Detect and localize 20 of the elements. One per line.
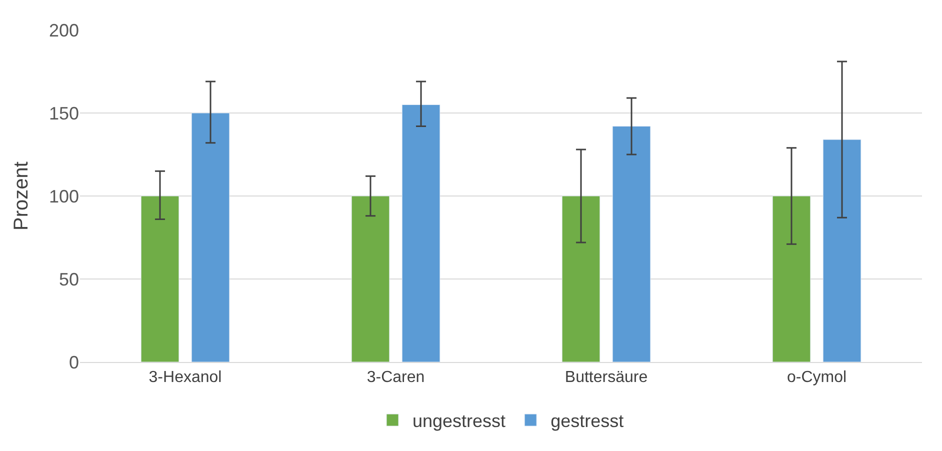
legend-label: ungestresst (412, 411, 506, 432)
y-tick-label: 0 (68, 352, 79, 372)
y-tick-label: 200 (48, 20, 79, 40)
bar (822, 139, 862, 362)
bar (772, 196, 811, 362)
x-tick-label: 3-Caren (366, 369, 425, 386)
bar (140, 196, 180, 362)
bar (402, 104, 440, 362)
x-tick-label: 3-Hexanol (148, 369, 222, 386)
y-tick-label: 100 (48, 186, 79, 206)
x-tick-label: o-Cymol (786, 369, 847, 386)
y-tick-label: 50 (58, 269, 79, 290)
bar (351, 196, 390, 362)
x-tick-label: Buttersäure (564, 369, 648, 386)
y-axis-title: Prozent (10, 161, 32, 230)
bar (612, 126, 651, 362)
bar (562, 196, 600, 362)
bar (191, 112, 230, 362)
legend-label: gestresst (550, 411, 624, 432)
y-tick-label: 150 (48, 103, 79, 124)
